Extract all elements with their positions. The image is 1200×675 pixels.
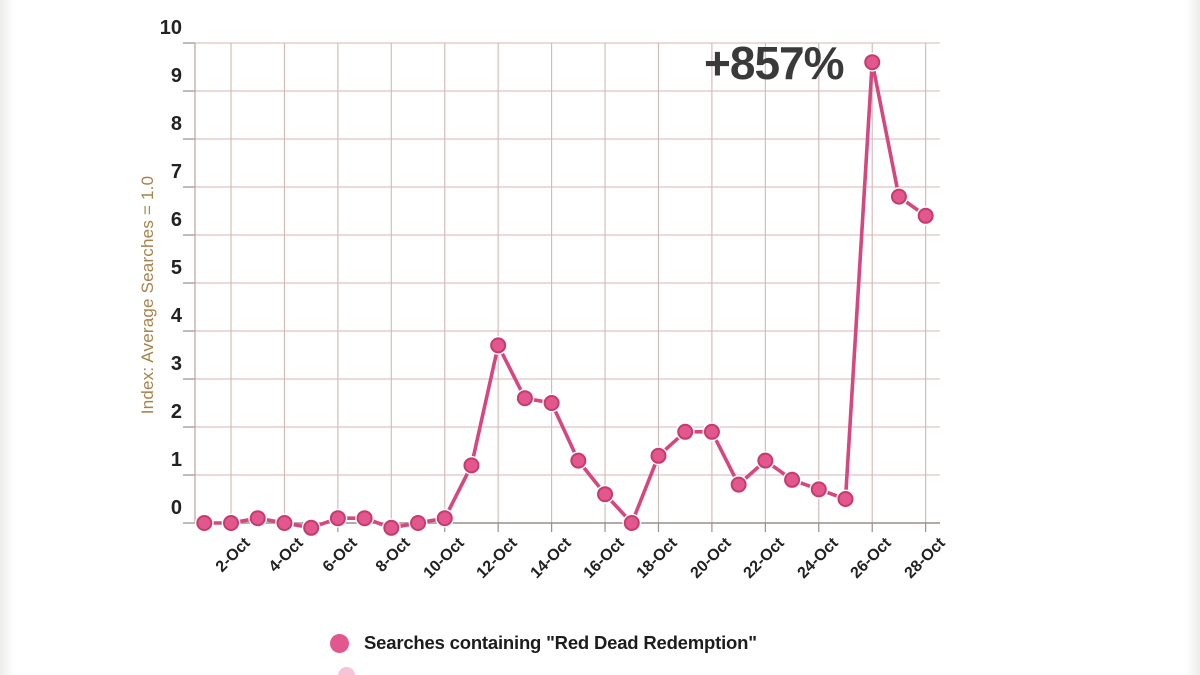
data-point [864, 54, 881, 71]
y-tick-label: 9 [170, 65, 182, 87]
data-point [223, 515, 240, 531]
data-point [249, 510, 266, 527]
data-point [410, 515, 427, 531]
data-point [303, 519, 320, 536]
data-point [356, 510, 373, 527]
cutoff-legend-marker-icon [338, 667, 355, 675]
data-point [757, 452, 774, 469]
series-line [202, 60, 928, 530]
data-point [276, 515, 293, 531]
data-point [650, 447, 667, 464]
y-tick-label: 3 [170, 353, 182, 375]
y-tick-label: 1 [170, 449, 182, 471]
y-tick-label: 5 [170, 257, 182, 279]
y-tick-label: 2 [170, 401, 182, 423]
legend-marker-icon [330, 633, 349, 653]
y-tick-label: 10 [159, 17, 182, 39]
data-point [490, 337, 507, 354]
legend: Searches containing "Red Dead Redemption… [330, 632, 757, 654]
plot-area [183, 42, 940, 538]
line-chart [183, 42, 940, 538]
data-point [837, 491, 854, 507]
data-point [890, 188, 907, 205]
data-point [196, 515, 213, 531]
data-point [543, 395, 560, 411]
data-point [436, 510, 453, 527]
y-tick-label: 8 [170, 113, 182, 135]
data-point [516, 390, 533, 407]
data-point [383, 519, 400, 536]
left-edge-shading [0, 0, 14, 675]
data-point [329, 510, 346, 527]
data-point [730, 476, 747, 493]
y-axis-title: Index: Average Searches = 1.0 [138, 175, 157, 415]
data-point [703, 423, 720, 440]
y-tick-label: 0 [170, 497, 182, 519]
legend-label: Searches containing "Red Dead Redemption… [364, 632, 757, 653]
data-point [784, 471, 801, 488]
data-point [597, 486, 614, 503]
data-point [677, 423, 694, 440]
data-point [463, 457, 480, 474]
y-tick-label: 7 [170, 161, 182, 183]
percent-change-annotation: +857% [704, 37, 845, 89]
data-point [810, 481, 827, 498]
right-edge-shading [1186, 0, 1200, 675]
y-tick-label: 4 [170, 305, 182, 327]
data-point [917, 207, 934, 224]
data-point [570, 452, 587, 469]
y-tick-label: 6 [170, 209, 182, 231]
data-point [623, 515, 640, 531]
